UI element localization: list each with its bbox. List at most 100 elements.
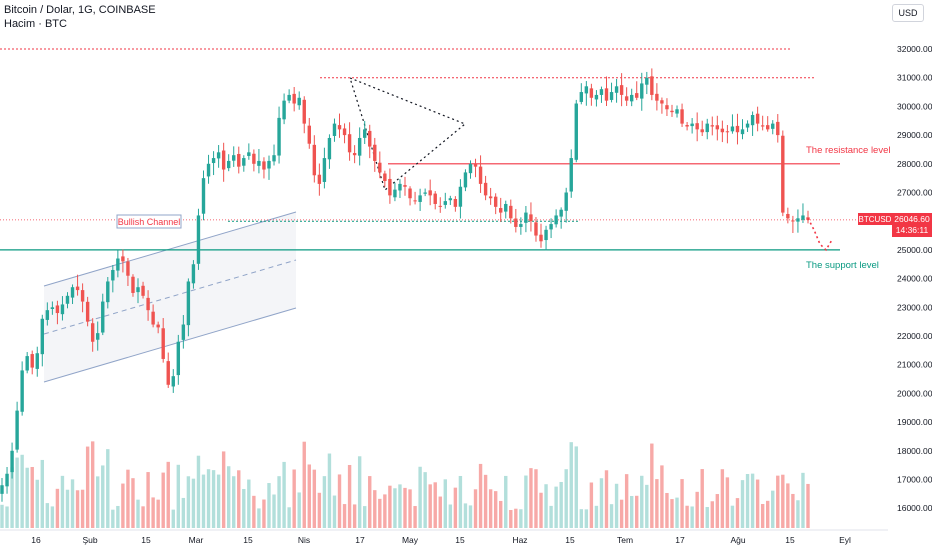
candle-body (554, 215, 558, 225)
candle-body (413, 200, 417, 202)
time-tick-label: Haz (512, 535, 527, 545)
volume-bar (5, 506, 9, 528)
channel-label-box[interactable] (116, 214, 182, 229)
forecast-line (807, 217, 833, 252)
volume-bar (715, 494, 720, 528)
candle-body (750, 115, 755, 126)
volume-bar (176, 464, 181, 528)
volume-bar (60, 475, 65, 528)
candle-body (695, 123, 699, 130)
volume-bar (267, 483, 271, 528)
time-axis[interactable]: 16 Şub 15 Mar 15 Nis 17 May 15 Haz 15 Tem 17 Ağu 15 Eyl (0, 529, 932, 550)
candle-body (136, 287, 140, 293)
volume-bar (549, 505, 553, 528)
price-tick-label: 16000.00 (897, 503, 932, 513)
candle-body (232, 155, 236, 161)
candle-body (473, 164, 478, 167)
price-tick-label: 22000.00 (897, 331, 932, 341)
price-tick-label: 25000.00 (897, 245, 932, 255)
candle-body (267, 160, 271, 169)
time-tick-label: Mar (189, 535, 204, 545)
time-tick-label: May (402, 535, 419, 545)
time-tick-label: 15 (243, 535, 253, 545)
volume-bar (493, 491, 498, 528)
candle-body (252, 153, 256, 164)
candle-body (307, 125, 311, 144)
time-tick-label: Ağu (730, 535, 745, 545)
candle-body (629, 94, 634, 102)
volume-bar (705, 507, 709, 528)
currency-button[interactable]: USD (892, 4, 924, 22)
volume-bar (20, 454, 24, 528)
volume-bar (594, 505, 599, 528)
volume-bar (196, 455, 201, 528)
price-tick-label: 30000.00 (897, 101, 932, 111)
volume-bar (700, 469, 704, 528)
last-price-tag[interactable]: BTCUSD 26046.60 14:36:11 (858, 213, 932, 237)
price-tick-label: 24000.00 (897, 274, 932, 284)
candle-body (65, 295, 70, 304)
resistance-label: The resistance level (806, 145, 890, 156)
volume-bar (65, 489, 70, 528)
candle-body (126, 261, 130, 276)
volume-bar (504, 475, 508, 528)
candle-body (796, 218, 800, 222)
volume-bar (312, 469, 317, 528)
candle-body (90, 323, 95, 342)
candle-body (720, 128, 725, 133)
time-tick-label: 15 (141, 535, 151, 545)
candle-body (589, 88, 594, 98)
candle-body (715, 125, 720, 130)
candle-body (378, 162, 382, 173)
volume-bar (186, 476, 191, 528)
time-tick-label: 15 (455, 535, 465, 545)
last-price-value: 26046.60 (894, 214, 930, 224)
candle-body (499, 208, 503, 213)
volume-bar (226, 466, 231, 528)
candle-body (443, 201, 447, 205)
price-tick-label: 23000.00 (897, 302, 932, 312)
volume-bar (247, 479, 251, 528)
candle-body (705, 123, 709, 133)
candle-body (287, 94, 291, 101)
candle-body (680, 109, 684, 124)
candle-body (564, 192, 568, 211)
candle-body (312, 144, 317, 176)
symbol-title: Bitcoin / Dolar, 1G, COINBASE (4, 4, 156, 16)
volume-bar (398, 484, 402, 528)
candle-body (15, 410, 19, 450)
candle-body (50, 307, 55, 309)
volume-bar (378, 498, 382, 528)
candle-body (463, 172, 468, 188)
candle-body (574, 103, 578, 160)
volume-bar (191, 478, 196, 528)
volume-bar (282, 461, 286, 528)
volume-bar (579, 509, 584, 528)
candle-body (700, 129, 704, 133)
channel-mid-line (43, 259, 297, 335)
volume-bar (574, 446, 578, 528)
volume-bar (277, 476, 281, 528)
candle-body (393, 189, 397, 198)
bullish-channel (43, 211, 297, 383)
volume-bar (166, 461, 170, 528)
volume-bar (126, 469, 130, 528)
candle-body (660, 100, 664, 104)
volume-bar (745, 474, 750, 528)
volume-bar (352, 504, 357, 528)
volume-bar (499, 500, 503, 528)
volume-bar (690, 506, 694, 528)
candle-body (211, 158, 216, 164)
candles (0, 68, 810, 502)
volume-bar (257, 508, 261, 528)
volume-bar (322, 476, 327, 528)
candle-body (373, 144, 377, 161)
candle-body (368, 130, 372, 147)
volume-bar (40, 459, 44, 528)
candle-body (257, 160, 261, 166)
volume-bar (221, 451, 226, 528)
time-tick-label: Eyl (839, 535, 851, 545)
candle-body (740, 129, 745, 135)
price-axis[interactable]: 32000.00 31000.00 30000.00 29000.00 28000.00… (888, 0, 932, 526)
